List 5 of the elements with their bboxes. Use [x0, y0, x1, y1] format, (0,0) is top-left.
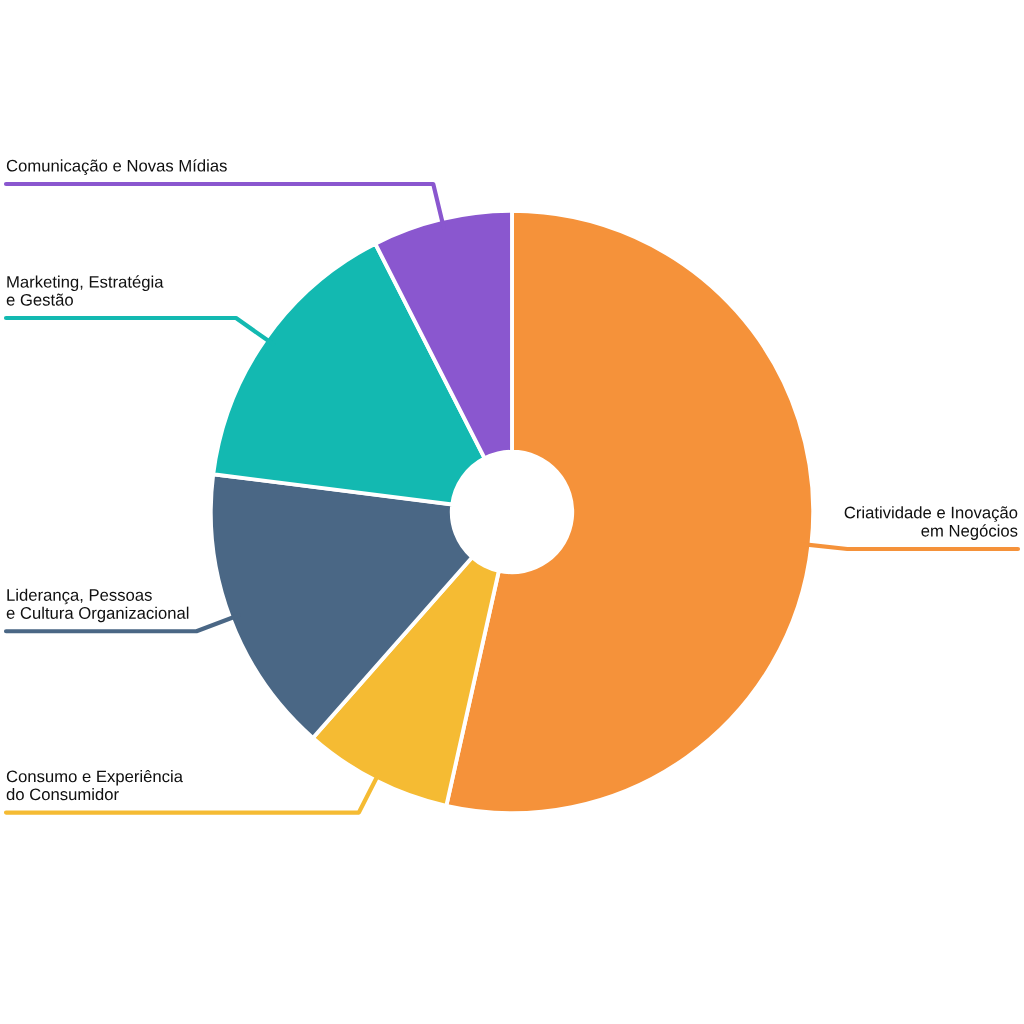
slice-label: Liderança, Pessoas e Cultura Organizacional: [6, 588, 189, 623]
slice-label: Marketing, Estratégia e Gestão: [6, 275, 164, 306]
slice-label: Comunicação e Novas Mídias: [6, 159, 227, 175]
slice-label: Criatividade e Inovação em Negócios: [844, 506, 1018, 540]
slice-label: Consumo e Experiência do Consumidor: [6, 769, 183, 801]
